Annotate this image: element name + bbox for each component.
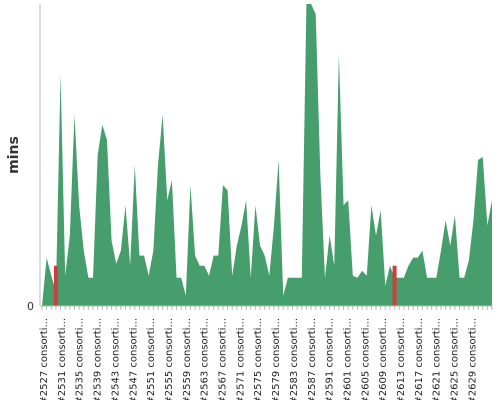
- x-tick-label: #2571 consorti...: [235, 318, 246, 400]
- duration-area: [42, 4, 492, 306]
- x-tick-label: #2559 consorti...: [182, 318, 193, 400]
- x-tick-label: #2555 consorti...: [164, 318, 175, 400]
- x-tick-label: #2625 consorti...: [450, 318, 461, 400]
- failed-run-marker-1: [53, 265, 58, 306]
- x-tick-label: #2531 consorti...: [57, 318, 68, 400]
- x-tick-label: #2543 consorti...: [110, 318, 121, 400]
- x-tick-label: #2567 consorti...: [218, 318, 229, 400]
- x-tick-label: #2535 consorti...: [75, 318, 86, 400]
- x-tick-label: #2591 consorti...: [325, 318, 336, 400]
- x-tick-label: #2629 consorti...: [467, 318, 478, 400]
- axes: 0 #2527 consorti... #2531 consorti... #2535…: [27, 4, 493, 400]
- x-tick-label: #2601 consorti...: [342, 318, 353, 400]
- y-tick-label: 0: [27, 300, 34, 313]
- x-tick-label: #2539 consorti...: [93, 318, 104, 400]
- x-tick-label: #2609 consorti...: [378, 318, 389, 400]
- x-tick-label: #2563 consorti...: [200, 318, 211, 400]
- x-tick-label: #2613 consorti...: [396, 318, 407, 400]
- x-tick-label: #2547 consorti...: [128, 318, 139, 400]
- failed-run-marker-2: [392, 265, 397, 306]
- x-tick-label: #2605 consorti...: [360, 318, 371, 400]
- x-tick-label: #2583 consorti...: [289, 318, 300, 400]
- plot-area: [42, 4, 492, 306]
- x-tick-label: #2575 consorti...: [253, 318, 264, 400]
- x-tick-label: #2621 consorti...: [432, 318, 443, 400]
- x-tick-label: #2551 consorti...: [146, 318, 157, 400]
- x-tick-label: #2579 consorti...: [271, 318, 282, 400]
- x-tick-label: #2617 consorti...: [414, 318, 425, 400]
- y-axis-label: mins: [6, 136, 22, 174]
- x-tick-label: #2527 consorti...: [39, 318, 50, 400]
- x-tick-label: #2587 consorti...: [307, 318, 318, 400]
